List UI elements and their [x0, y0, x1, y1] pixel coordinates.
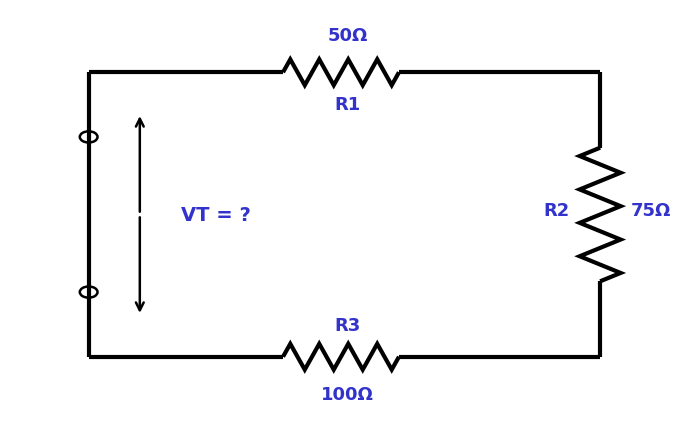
Text: 50Ω: 50Ω	[327, 27, 368, 45]
Text: R2: R2	[544, 202, 569, 220]
Text: R3: R3	[335, 316, 361, 335]
Text: 75Ω: 75Ω	[631, 202, 671, 220]
Text: 100Ω: 100Ω	[321, 385, 374, 403]
Text: VT = ?: VT = ?	[181, 206, 250, 224]
Text: R1: R1	[335, 95, 361, 114]
